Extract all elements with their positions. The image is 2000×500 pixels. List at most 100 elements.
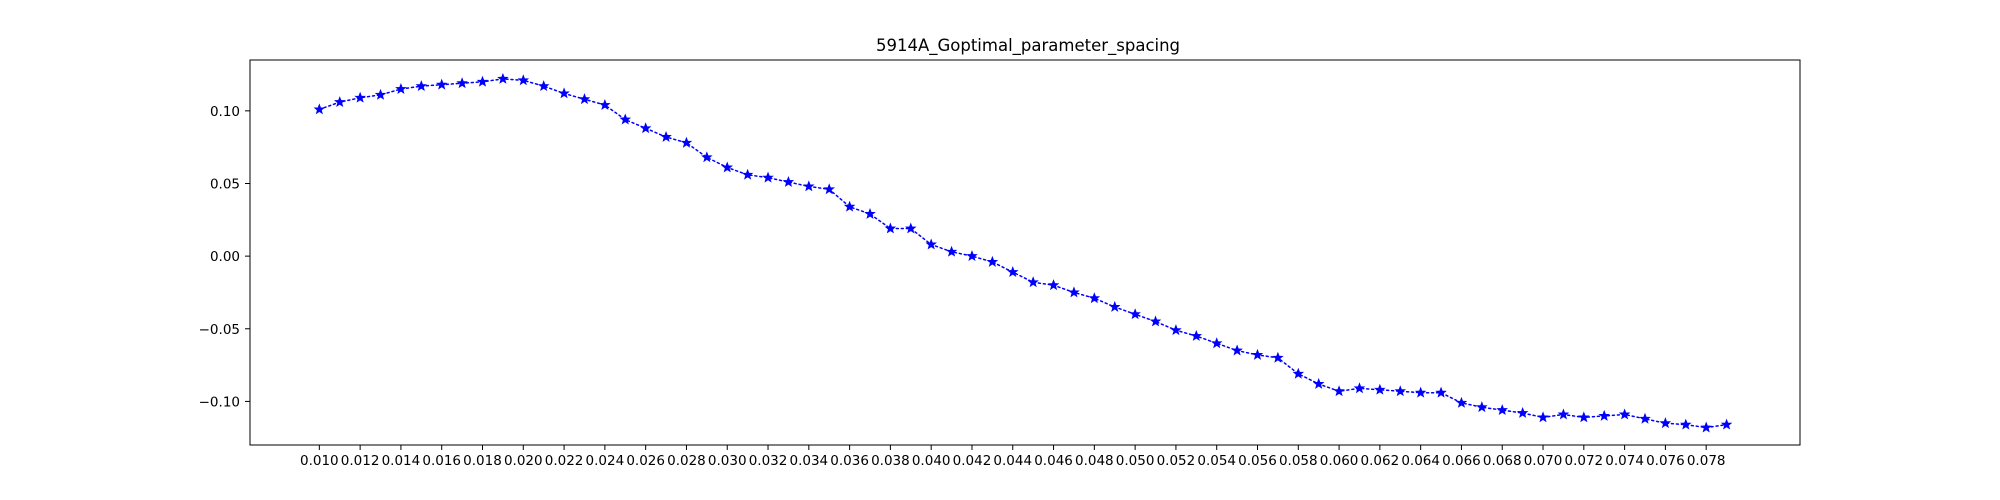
data-point-marker — [864, 207, 876, 219]
x-tick-label: 0.010 — [300, 453, 339, 469]
data-point-marker — [578, 93, 591, 105]
x-tick-label: 0.024 — [586, 453, 625, 469]
data-point-marker — [456, 77, 468, 89]
x-tick-label: 0.050 — [1116, 453, 1155, 469]
data-point-marker — [884, 222, 897, 234]
data-point-marker — [1272, 351, 1284, 363]
data-point-marker — [415, 80, 428, 92]
y-tick-label: 0.00 — [210, 249, 240, 265]
data-point-marker — [1720, 418, 1733, 430]
data-point-marker — [721, 161, 733, 173]
x-tick-label: 0.030 — [708, 453, 747, 469]
data-point-marker — [762, 171, 774, 183]
data-point-marker — [680, 136, 693, 148]
data-point-marker — [1027, 276, 1039, 288]
data-point-marker — [701, 151, 713, 163]
data-point-marker — [1496, 404, 1508, 416]
x-tick-label: 0.078 — [1687, 453, 1726, 469]
data-point-marker — [1516, 406, 1529, 418]
data-point-marker — [1639, 412, 1651, 424]
data-point-marker — [333, 96, 346, 108]
data-point-marker — [517, 74, 530, 86]
data-point-marker — [966, 250, 978, 262]
data-point-marker — [497, 72, 509, 84]
data-point-marker — [1557, 408, 1570, 420]
x-tick-label: 0.018 — [463, 453, 502, 469]
data-point-marker — [1680, 418, 1692, 430]
data-point-marker — [619, 113, 632, 125]
data-point-marker — [945, 245, 958, 257]
x-tick-label: 0.040 — [912, 453, 951, 469]
x-tick-label: 0.046 — [1034, 453, 1073, 469]
data-point-marker — [1068, 286, 1080, 298]
data-point-marker — [558, 87, 570, 99]
series-line — [318, 78, 1728, 429]
data-point-marker — [1129, 308, 1141, 320]
x-tick-label: 0.062 — [1361, 453, 1400, 469]
data-point-marker — [1210, 337, 1223, 349]
x-tick-label: 0.070 — [1524, 453, 1563, 469]
x-tick-label: 0.034 — [789, 453, 828, 469]
y-tick-label: −0.10 — [199, 394, 240, 410]
x-tick-label: 0.058 — [1279, 453, 1318, 469]
data-point-marker — [843, 200, 856, 212]
data-point-marker — [1659, 417, 1672, 429]
data-point-marker — [374, 88, 387, 100]
x-axis: 0.010 0.012 0.014 0.016 0.018 0.020 0.022 0.024… — [300, 445, 1726, 469]
data-point-marker — [660, 130, 672, 142]
data-point-marker — [476, 75, 489, 87]
data-point-marker — [1537, 411, 1549, 423]
x-tick-label: 0.054 — [1197, 453, 1236, 469]
x-tick-label: 0.064 — [1401, 453, 1440, 469]
x-tick-label: 0.014 — [382, 453, 421, 469]
y-tick-label: −0.05 — [199, 322, 240, 338]
data-point-marker — [1394, 385, 1407, 397]
x-tick-label: 0.044 — [993, 453, 1032, 469]
y-axis: 0.10 0.05 0.00 −0.05 −0.10 — [199, 104, 250, 410]
x-tick-label: 0.022 — [545, 453, 584, 469]
data-point-marker — [1598, 409, 1610, 421]
data-point-marker — [395, 83, 407, 94]
x-tick-label: 0.042 — [953, 453, 992, 469]
x-tick-label: 0.016 — [422, 453, 461, 469]
x-tick-label: 0.068 — [1483, 453, 1522, 469]
data-point-marker — [1435, 386, 1447, 398]
data-point-marker — [1170, 324, 1182, 336]
data-point-marker — [639, 122, 652, 134]
data-point-marker — [1231, 344, 1243, 356]
data-point-marker — [1190, 329, 1203, 341]
data-point-marker — [1108, 300, 1121, 312]
x-tick-label: 0.012 — [341, 453, 380, 469]
data-point-marker — [1353, 382, 1366, 394]
data-point-marker — [1455, 396, 1468, 408]
data-point-marker — [537, 80, 550, 92]
data-point-marker — [1618, 408, 1631, 420]
data-point-marker — [1007, 266, 1019, 278]
data-point-marker — [1251, 348, 1264, 360]
series-layer — [313, 72, 1733, 433]
data-point-marker — [925, 238, 937, 250]
x-tick-label: 0.048 — [1075, 453, 1114, 469]
data-point-marker — [1414, 386, 1427, 398]
data-point-marker — [354, 91, 366, 103]
data-point-marker — [1333, 385, 1345, 397]
data-point-marker — [435, 78, 448, 90]
x-tick-label: 0.028 — [667, 453, 706, 469]
x-tick-label: 0.074 — [1605, 453, 1644, 469]
data-point-marker — [741, 168, 754, 180]
plot-area-frame — [249, 59, 1801, 446]
data-point-marker — [1476, 401, 1488, 413]
x-tick-label: 0.072 — [1564, 453, 1603, 469]
chart-title: 5914A_Goptimal_parameter_spacing — [876, 36, 1180, 56]
x-tick-label: 0.056 — [1238, 453, 1277, 469]
y-tick-label: 0.10 — [210, 104, 240, 120]
data-point-marker — [782, 175, 795, 187]
data-point-marker — [1374, 383, 1386, 395]
data-point-marker — [803, 180, 815, 192]
data-point-marker — [1149, 315, 1162, 327]
data-point-marker — [1312, 377, 1325, 389]
data-point-marker — [986, 255, 999, 267]
x-tick-label: 0.036 — [830, 453, 869, 469]
x-tick-label: 0.020 — [504, 453, 543, 469]
